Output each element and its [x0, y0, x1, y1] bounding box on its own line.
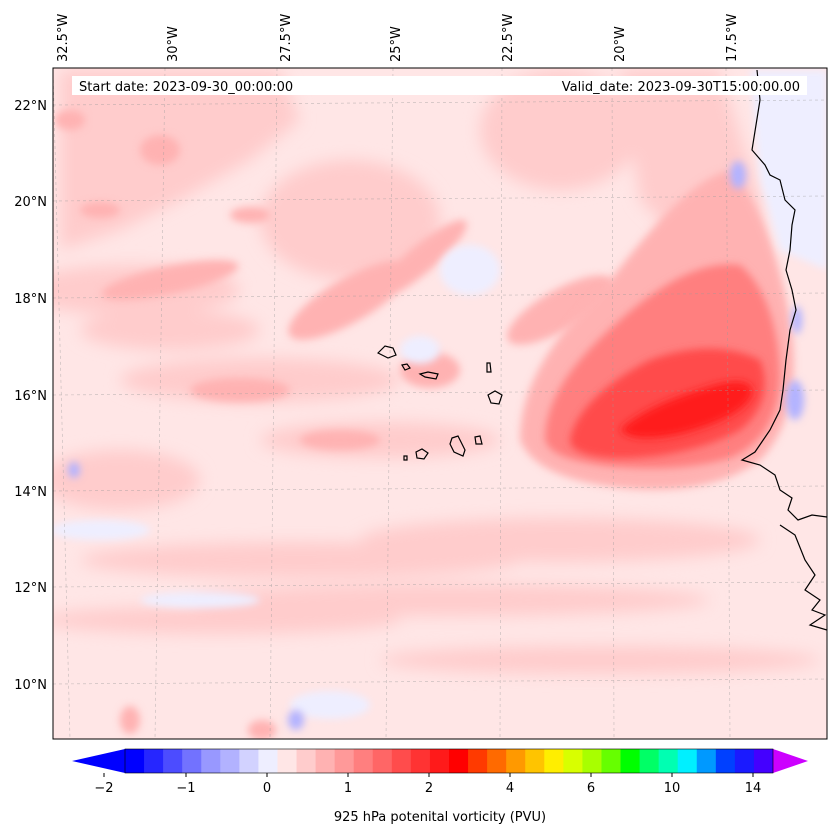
cb-tick-neg2: −2	[94, 781, 113, 796]
colorbar-cell	[449, 749, 469, 773]
map-frame	[52, 67, 828, 740]
colorbar-cell	[182, 749, 202, 773]
cb-tick-neg1: −1	[176, 781, 195, 796]
valid-date-label: Valid_date: 2023-09-30T15:00:00.00	[562, 80, 800, 95]
pv-negative-contours	[53, 70, 827, 719]
colorbar-cell	[753, 749, 774, 773]
info-banner	[72, 76, 807, 95]
cb-tick-10: 10	[664, 781, 681, 796]
colorbar-cell	[315, 749, 336, 773]
colorbar-cell	[582, 749, 603, 773]
lon-label-17-5w: 17.5°W	[725, 14, 740, 62]
island-sao-nicolau	[418, 371, 439, 380]
colorbar-cell	[410, 749, 431, 773]
colorbar-cell	[258, 749, 279, 773]
cb-tick-14: 14	[745, 781, 762, 796]
colorbar-cell	[506, 749, 526, 773]
island-sao-vicente	[401, 363, 411, 371]
lat-label-12n: 12°N	[14, 581, 47, 596]
island-fogo	[415, 448, 429, 460]
colorbar-outline	[124, 748, 774, 774]
colorbar-cell	[639, 749, 660, 773]
pv-pink-contours	[55, 110, 613, 739]
colorbar-cell	[468, 749, 488, 773]
colorbar-cell	[734, 749, 755, 773]
colorbar-cell	[353, 749, 374, 773]
lat-label-20n: 20°N	[14, 195, 47, 210]
colorbar-cell	[144, 749, 164, 773]
island-boa-vista	[487, 390, 503, 405]
cb-tick-1: 1	[344, 781, 352, 796]
colorbar-cell	[296, 749, 317, 773]
lon-label-30w: 30°W	[166, 26, 181, 62]
colorbar-cell	[239, 749, 260, 773]
colorbar-title: 925 hPa potenital vorticity (PVU)	[334, 810, 546, 825]
colorbar	[72, 748, 808, 774]
lat-label-14n: 14°N	[14, 485, 47, 500]
colorbar-extend-max	[773, 749, 808, 773]
cb-tick-2: 2	[425, 781, 433, 796]
colorbar-ticks	[103, 773, 754, 777]
colorbar-cell	[696, 749, 717, 773]
colorbar-cell	[125, 749, 145, 773]
colorbar-cell	[601, 749, 622, 773]
start-date-label: Start date: 2023-09-30_00:00:00	[79, 80, 293, 95]
africa-coastline	[740, 69, 827, 631]
pv-blue-spots	[68, 161, 804, 730]
colorbar-cell	[372, 749, 393, 773]
island-sal	[486, 362, 492, 373]
graticule	[53, 68, 827, 739]
lon-label-25w: 25°W	[389, 26, 404, 62]
colorbar-cell	[201, 749, 221, 773]
island-santo-antao	[376, 345, 397, 359]
lon-label-27-5w: 27.5°W	[279, 14, 294, 62]
colorbar-cell	[658, 749, 679, 773]
colorbar-cells	[125, 749, 774, 773]
lat-label-16n: 16°N	[14, 389, 47, 404]
colorbar-cell	[163, 749, 183, 773]
map-area: Start date: 2023-09-30_00:00:00 Valid_da…	[53, 68, 827, 739]
lat-label-22n: 22°N	[14, 99, 47, 114]
island-brava	[403, 455, 408, 461]
island-maio	[474, 435, 483, 445]
colorbar-cell	[677, 749, 698, 773]
colorbar-cell	[620, 749, 641, 773]
latitude-labels: 22°N 20°N 18°N 16°N 14°N 12°N 10°N	[14, 99, 47, 693]
longitude-labels: 32.5°W 30°W 27.5°W 25°W 22.5°W 20°W 17.5…	[56, 14, 740, 62]
cb-tick-0: 0	[263, 781, 271, 796]
lon-label-22-5w: 22.5°W	[501, 14, 516, 62]
colorbar-extend-min	[72, 749, 125, 773]
colorbar-cell	[715, 749, 736, 773]
coastlines	[376, 69, 827, 631]
lon-label-32-5w: 32.5°W	[56, 14, 71, 62]
colorbar-cell	[563, 749, 584, 773]
colorbar-cell	[487, 749, 507, 773]
cb-tick-4: 4	[506, 781, 514, 796]
island-santiago	[449, 435, 466, 457]
colorbar-cell	[220, 749, 240, 773]
colorbar-cell	[544, 749, 564, 773]
cb-tick-6: 6	[587, 781, 595, 796]
colorbar-cell	[391, 749, 412, 773]
lon-label-20w: 20°W	[613, 26, 628, 62]
colorbar-cell	[525, 749, 545, 773]
colorbar-tick-labels: −2 −1 0 1 2 4 6 10 14	[94, 781, 761, 796]
colorbar-cell	[277, 749, 298, 773]
lat-label-10n: 10°N	[14, 678, 47, 693]
colorbar-cell	[429, 749, 450, 773]
colorbar-cell	[334, 749, 355, 773]
lat-label-18n: 18°N	[14, 292, 47, 307]
pv-blob-core	[620, 381, 753, 439]
